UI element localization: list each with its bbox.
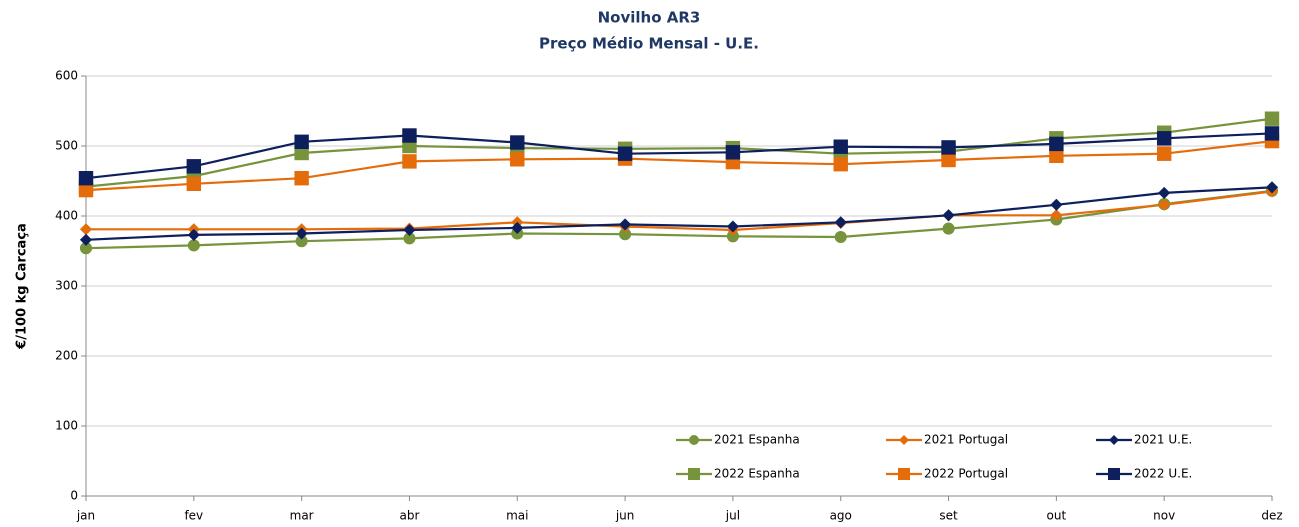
data-point bbox=[79, 233, 93, 246]
legend-marker bbox=[689, 435, 699, 445]
series-line bbox=[86, 190, 1273, 232]
series-line bbox=[85, 189, 1273, 250]
y-tick-label: 500 bbox=[55, 139, 78, 153]
legend-label: 2022 Portugal bbox=[924, 467, 1008, 481]
data-point bbox=[79, 242, 93, 255]
data-point bbox=[726, 220, 739, 233]
data-point bbox=[1265, 181, 1279, 194]
data-point bbox=[1049, 148, 1064, 163]
data-point bbox=[294, 171, 309, 186]
data-point bbox=[725, 145, 741, 160]
data-point bbox=[833, 139, 848, 154]
data-point bbox=[78, 171, 94, 186]
y-tick-label: 600 bbox=[55, 69, 78, 83]
legend-marker bbox=[1108, 468, 1120, 480]
y-tick-label: 200 bbox=[55, 349, 78, 363]
data-point bbox=[511, 221, 524, 234]
x-tick-label: ago bbox=[830, 509, 852, 523]
y-tick-label: 300 bbox=[55, 279, 78, 293]
data-point bbox=[834, 216, 847, 229]
data-point bbox=[1156, 131, 1172, 146]
data-point bbox=[186, 159, 202, 174]
data-point bbox=[726, 230, 739, 243]
data-point bbox=[941, 152, 956, 168]
legend-label: 2021 Espanha bbox=[714, 433, 800, 447]
data-point bbox=[403, 223, 416, 237]
y-axis-label: €/100 kg Carcaça bbox=[15, 223, 30, 350]
data-point bbox=[834, 230, 847, 244]
legend-label: 2021 Portugal bbox=[924, 433, 1008, 447]
legend-label: 2021 U.E. bbox=[1134, 433, 1192, 447]
data-point bbox=[617, 146, 633, 161]
data-point bbox=[187, 228, 200, 241]
x-tick-label: mai bbox=[506, 509, 528, 523]
data-point bbox=[1158, 186, 1171, 199]
data-point bbox=[402, 128, 417, 143]
data-point bbox=[510, 152, 525, 167]
data-point bbox=[942, 209, 955, 222]
x-tick-label: jan bbox=[76, 509, 95, 523]
data-point bbox=[619, 218, 632, 231]
data-point bbox=[402, 154, 417, 169]
data-point bbox=[295, 227, 308, 240]
data-point bbox=[403, 232, 416, 245]
x-tick-label: abr bbox=[400, 509, 420, 523]
data-point bbox=[833, 157, 848, 172]
chart-subtitle: Preço Médio Mensal - U.E. bbox=[539, 35, 759, 53]
legend-label: 2022 Espanha bbox=[714, 467, 800, 481]
legend-marker bbox=[899, 435, 909, 445]
data-point bbox=[1264, 111, 1280, 126]
data-point bbox=[187, 239, 200, 252]
data-point bbox=[942, 222, 955, 235]
x-tick-label: mar bbox=[290, 509, 314, 523]
series-line bbox=[85, 140, 1273, 192]
x-tick-label: fev bbox=[184, 509, 203, 523]
data-point bbox=[619, 228, 632, 241]
data-point bbox=[186, 176, 202, 191]
x-tick-label: nov bbox=[1153, 509, 1175, 523]
data-point bbox=[294, 134, 309, 149]
data-point bbox=[294, 145, 309, 161]
legend-marker bbox=[898, 468, 910, 480]
x-tick-label: dez bbox=[1261, 509, 1282, 523]
y-tick-label: 100 bbox=[55, 419, 78, 433]
data-point bbox=[295, 235, 308, 248]
data-point bbox=[78, 182, 94, 198]
series-line bbox=[85, 117, 1273, 188]
legend-label: 2022 U.E. bbox=[1134, 467, 1192, 481]
x-tick-label: set bbox=[939, 509, 958, 523]
data-point bbox=[1158, 198, 1171, 211]
data-point bbox=[1050, 209, 1063, 222]
data-point bbox=[1156, 146, 1172, 161]
series-line bbox=[85, 132, 1273, 180]
y-tick-label: 0 bbox=[70, 489, 78, 503]
data-point bbox=[1050, 198, 1063, 211]
data-point bbox=[941, 140, 956, 155]
data-point bbox=[510, 135, 525, 150]
legend-marker bbox=[1109, 435, 1119, 445]
data-point bbox=[79, 223, 93, 236]
chart-title: Novilho AR3 bbox=[598, 9, 701, 27]
data-point bbox=[1049, 136, 1064, 152]
y-tick-label: 400 bbox=[55, 209, 78, 223]
legend-marker bbox=[688, 468, 700, 480]
x-tick-label: jul bbox=[725, 509, 740, 523]
data-point bbox=[1264, 126, 1280, 141]
series-line bbox=[85, 186, 1273, 241]
x-tick-label: jun bbox=[615, 509, 635, 523]
x-tick-label: out bbox=[1047, 509, 1067, 523]
